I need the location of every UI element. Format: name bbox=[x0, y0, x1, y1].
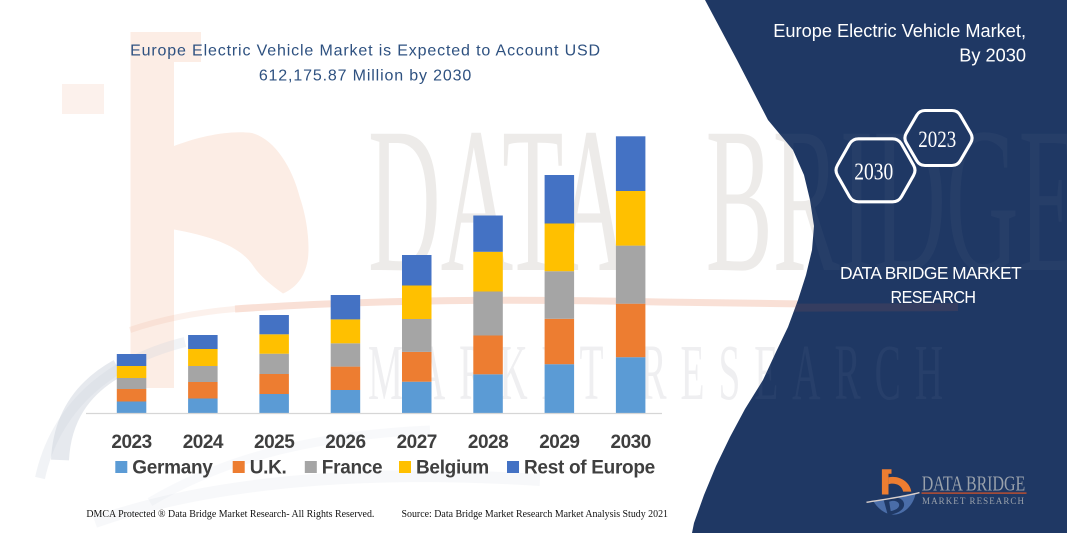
svg-text:2028: 2028 bbox=[468, 432, 508, 453]
svg-text:DMCA Protected ® Data Bridge M: DMCA Protected ® Data Bridge Market Rese… bbox=[86, 509, 374, 520]
svg-text:MARKET RESEARCH: MARKET RESEARCH bbox=[922, 496, 1025, 506]
svg-text:2029: 2029 bbox=[539, 432, 579, 453]
svg-text:Source: Data Bridge Market Res: Source: Data Bridge Market Research Mark… bbox=[402, 509, 669, 520]
svg-text:DATA BRIDGE: DATA BRIDGE bbox=[922, 472, 1025, 496]
svg-text:RESEARCH: RESEARCH bbox=[891, 287, 976, 307]
svg-text:2025: 2025 bbox=[254, 432, 295, 453]
svg-text:Germany: Germany bbox=[132, 458, 213, 479]
svg-text:2027: 2027 bbox=[397, 432, 437, 453]
svg-text:2030: 2030 bbox=[611, 432, 651, 453]
svg-text:2024: 2024 bbox=[183, 432, 224, 453]
svg-text:By 2030: By 2030 bbox=[959, 46, 1026, 66]
svg-text:U.K.: U.K. bbox=[250, 458, 287, 479]
svg-text:2023: 2023 bbox=[111, 432, 151, 453]
svg-text:612,175.87 Million by 2030: 612,175.87 Million by 2030 bbox=[259, 68, 472, 85]
svg-text:Europe Electric Vehicle Market: Europe Electric Vehicle Market is Expect… bbox=[130, 43, 601, 60]
svg-text:Europe Electric Vehicle Market: Europe Electric Vehicle Market, bbox=[773, 21, 1026, 41]
svg-text:France: France bbox=[322, 458, 383, 479]
svg-text:DATA BRIDGE MARKET: DATA BRIDGE MARKET bbox=[840, 263, 1022, 283]
svg-text:Belgium: Belgium bbox=[416, 458, 489, 479]
svg-text:2030: 2030 bbox=[854, 160, 893, 186]
svg-text:2023: 2023 bbox=[918, 127, 956, 152]
svg-text:2026: 2026 bbox=[325, 432, 365, 453]
svg-text:Rest of Europe: Rest of Europe bbox=[524, 458, 655, 479]
